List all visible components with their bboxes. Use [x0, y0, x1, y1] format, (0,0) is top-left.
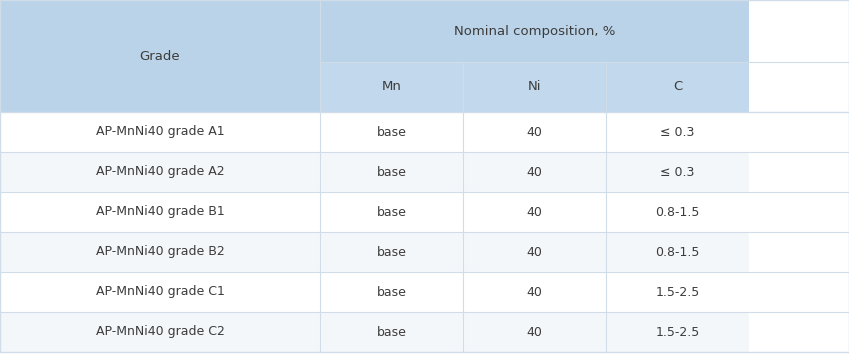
- Bar: [463, 152, 606, 192]
- Bar: [606, 272, 749, 312]
- Text: 40: 40: [526, 246, 543, 258]
- Bar: [606, 192, 749, 232]
- Bar: [463, 272, 606, 312]
- Bar: [0, 112, 320, 152]
- Text: 40: 40: [526, 166, 543, 178]
- Text: 0.8-1.5: 0.8-1.5: [655, 246, 700, 258]
- Text: AP-MnNi40 grade C1: AP-MnNi40 grade C1: [96, 285, 224, 298]
- Bar: [0, 192, 320, 232]
- Bar: [463, 112, 606, 152]
- Text: base: base: [377, 246, 407, 258]
- Bar: [320, 232, 463, 272]
- Bar: [606, 152, 749, 192]
- Bar: [606, 232, 749, 272]
- Text: base: base: [377, 166, 407, 178]
- Bar: [463, 62, 606, 112]
- Text: 40: 40: [526, 325, 543, 338]
- Bar: [320, 272, 463, 312]
- Bar: [320, 62, 463, 112]
- Text: C: C: [673, 80, 682, 93]
- Bar: [0, 0, 320, 112]
- Text: Grade: Grade: [140, 50, 180, 63]
- Text: 1.5-2.5: 1.5-2.5: [655, 285, 700, 298]
- Text: 40: 40: [526, 206, 543, 218]
- Bar: [463, 312, 606, 352]
- Text: base: base: [377, 285, 407, 298]
- Text: AP-MnNi40 grade B2: AP-MnNi40 grade B2: [96, 246, 224, 258]
- Text: 40: 40: [526, 285, 543, 298]
- Bar: [606, 312, 749, 352]
- Bar: [0, 232, 320, 272]
- Text: base: base: [377, 325, 407, 338]
- Bar: [320, 0, 749, 62]
- Text: Mn: Mn: [381, 80, 402, 93]
- Text: base: base: [377, 126, 407, 138]
- Text: ≤ 0.3: ≤ 0.3: [661, 166, 694, 178]
- Bar: [0, 312, 320, 352]
- Text: ≤ 0.3: ≤ 0.3: [661, 126, 694, 138]
- Text: AP-MnNi40 grade B1: AP-MnNi40 grade B1: [96, 206, 224, 218]
- Bar: [606, 62, 749, 112]
- Text: 1.5-2.5: 1.5-2.5: [655, 325, 700, 338]
- Bar: [0, 152, 320, 192]
- Bar: [606, 112, 749, 152]
- Bar: [320, 312, 463, 352]
- Bar: [320, 152, 463, 192]
- Text: base: base: [377, 206, 407, 218]
- Text: Nominal composition, %: Nominal composition, %: [454, 24, 616, 38]
- Bar: [320, 112, 463, 152]
- Text: AP-MnNi40 grade A2: AP-MnNi40 grade A2: [96, 166, 224, 178]
- Bar: [0, 272, 320, 312]
- Bar: [463, 192, 606, 232]
- Bar: [463, 232, 606, 272]
- Bar: [320, 192, 463, 232]
- Text: 0.8-1.5: 0.8-1.5: [655, 206, 700, 218]
- Text: AP-MnNi40 grade A1: AP-MnNi40 grade A1: [96, 126, 224, 138]
- Text: AP-MnNi40 grade C2: AP-MnNi40 grade C2: [96, 325, 224, 338]
- Text: 40: 40: [526, 126, 543, 138]
- Text: Ni: Ni: [528, 80, 542, 93]
